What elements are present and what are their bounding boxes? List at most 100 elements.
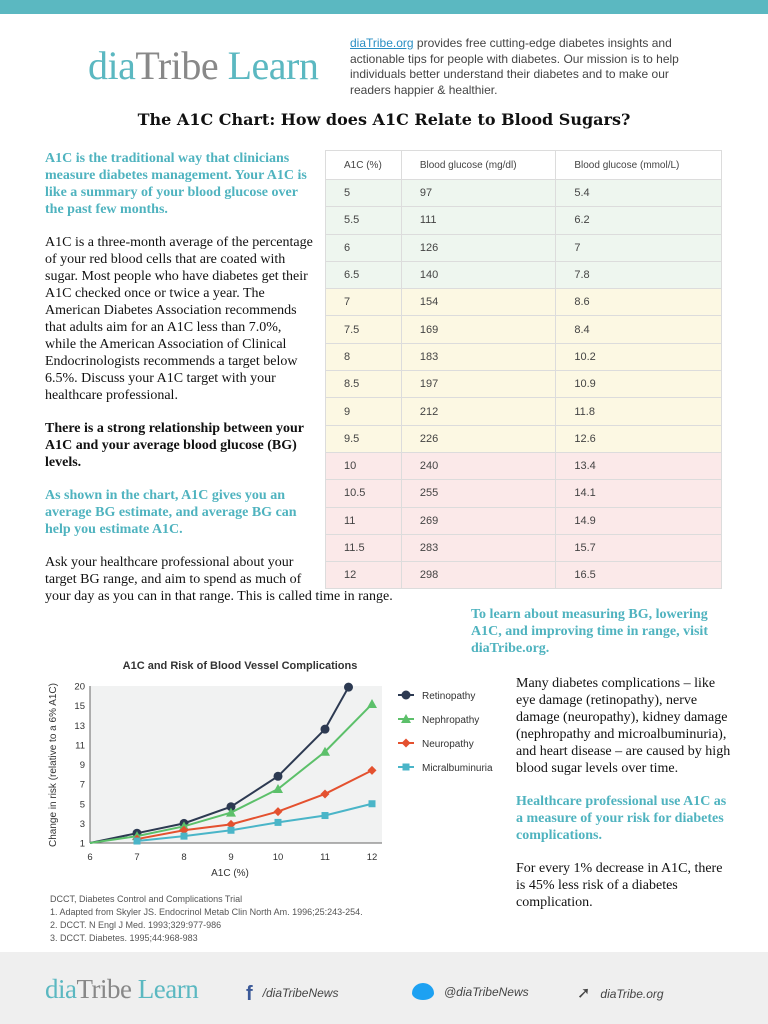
- table-cell: 298: [400, 561, 557, 590]
- table-header: A1C (%) Blood glucose (mg/dl) Blood glucos…: [325, 150, 722, 180]
- logo-text: Tribe: [135, 43, 219, 88]
- y-tick-label: 3: [80, 819, 85, 830]
- reference: 1. Adapted from Skyler JS. Endocrinol Me…: [50, 907, 363, 917]
- x-tick-label: 6: [87, 852, 92, 863]
- website-link[interactable]: ➚ diaTribe.org: [577, 983, 664, 1003]
- y-tick-label: 13: [74, 721, 85, 732]
- x-tick-label: 8: [181, 852, 186, 863]
- data-point: [367, 765, 377, 775]
- table-cell: 13.4: [555, 451, 722, 481]
- table-cell: 183: [400, 342, 557, 372]
- top-bar: [0, 0, 768, 14]
- legend-label: Micralbuminuria: [422, 763, 493, 774]
- table-row: 8.5 197 10.9: [325, 370, 722, 399]
- y-tick-label: 11: [75, 740, 85, 751]
- data-point: [274, 818, 282, 826]
- hcp-text: Healthcare professional use A1C as a mea…: [516, 794, 727, 843]
- ask-text: Ask your healthcare professional about y…: [45, 555, 393, 604]
- x-tick-label: 7: [134, 852, 139, 863]
- twitter-link[interactable]: @diaTribeNews: [412, 983, 529, 1000]
- table-row: 9 212 11.8: [325, 397, 722, 426]
- table-cell: 6.5: [325, 260, 402, 290]
- table-cell: 126: [400, 233, 557, 262]
- diatribe-link[interactable]: diaTribe.org: [350, 36, 414, 50]
- data-point: [226, 807, 236, 817]
- table-cell: 10: [325, 451, 402, 481]
- table-cell: 9.5: [325, 424, 402, 453]
- logo-text: Tribe: [76, 974, 133, 1004]
- data-point: [133, 837, 141, 845]
- table-cell: 140: [400, 260, 557, 290]
- table-cell: 283: [400, 533, 557, 563]
- data-point: [367, 699, 377, 709]
- y-axis-label: Change in risk (relative to a 6% A1C): [48, 683, 59, 847]
- table-row: 7.5 169 8.4: [325, 315, 722, 344]
- series-line-neuropathy: [136, 769, 373, 841]
- data-point: [344, 682, 353, 692]
- y-tick-label: 9: [80, 760, 85, 771]
- table-row: 10 240 13.4: [325, 451, 722, 481]
- logo: diaTribe Learn: [88, 42, 319, 89]
- column-header: Blood glucose (mg/dl): [400, 150, 557, 180]
- table-cell: 16.5: [555, 561, 722, 590]
- data-point: [368, 800, 376, 808]
- footer-logo: diaTribe Learn: [45, 974, 199, 1005]
- table-cell: 8.5: [325, 370, 402, 399]
- table-cell: 97: [400, 178, 557, 208]
- table-cell: 169: [400, 315, 557, 344]
- table-cell: 11: [325, 506, 402, 535]
- data-point: [180, 832, 188, 840]
- data-point: [273, 784, 283, 794]
- data-point: [273, 807, 283, 817]
- table-cell: 240: [400, 451, 557, 481]
- table-cell: 6: [325, 233, 402, 262]
- facebook-link[interactable]: f/diaTribeNews: [246, 983, 338, 1006]
- x-tick-label: 10: [273, 852, 284, 863]
- legend-label: Retinopathy: [422, 691, 475, 702]
- column-header: Blood glucose (mmol/L): [555, 150, 722, 180]
- table-cell: 7: [325, 288, 402, 317]
- table-cell: 14.9: [555, 506, 722, 535]
- table-cell: 8: [325, 342, 402, 372]
- table-row: 9.5 226 12.6: [325, 424, 722, 453]
- logo-text: dia: [45, 974, 77, 1004]
- table-cell: 5.5: [325, 206, 402, 235]
- left-column: A1C is the traditional way that clinicia…: [45, 150, 393, 621]
- logo-text: Learn: [131, 974, 199, 1004]
- reference: 3. DCCT. Diabetes. 1995;44:968-983: [50, 933, 198, 943]
- legend-label: Neuropathy: [422, 739, 474, 750]
- table-row: 11.5 283 15.7: [325, 533, 722, 563]
- legend-marker: [401, 690, 411, 700]
- facebook-label: /diaTribeNews: [262, 986, 339, 1000]
- data-point: [320, 724, 330, 734]
- reference: DCCT, Diabetes Control and Complications…: [50, 894, 243, 904]
- data-point: [179, 825, 189, 835]
- table-row: 11 269 14.9: [325, 506, 722, 535]
- table-cell: 10.9: [555, 370, 722, 399]
- table-cell: 15.7: [555, 533, 722, 563]
- right-column: Many diabetes complications – like eye d…: [516, 675, 731, 927]
- twitter-label: @diaTribeNews: [444, 985, 529, 999]
- twitter-icon: [412, 983, 434, 1000]
- table-cell: 197: [400, 370, 557, 399]
- y-tick-label: 5: [80, 799, 85, 810]
- legend-marker: [401, 738, 411, 748]
- legend-marker: [402, 763, 410, 771]
- legend-label: Nephropathy: [422, 715, 479, 726]
- y-tick-label: 1: [80, 839, 85, 850]
- table-cell: 154: [400, 288, 557, 317]
- intro-text: A1C is the traditional way that clinicia…: [45, 151, 307, 217]
- logo-text: dia: [88, 43, 136, 88]
- logo-text: Learn: [218, 43, 319, 88]
- data-point: [227, 826, 235, 834]
- relationship-text: There is a strong relationship between y…: [45, 421, 304, 470]
- table-cell: 111: [400, 206, 557, 235]
- table-cell: 212: [400, 397, 557, 426]
- mission-statement: diaTribe.org provides free cutting-edge …: [350, 36, 690, 98]
- y-tick-label: 7: [80, 780, 85, 791]
- table-cell: 7.8: [555, 260, 722, 290]
- y-tick-label: 15: [74, 701, 85, 712]
- body-text: A1C is a three-month average of the perc…: [45, 235, 313, 403]
- table-cell: 11.5: [325, 533, 402, 563]
- table-row: 6.5 140 7.8: [325, 260, 722, 290]
